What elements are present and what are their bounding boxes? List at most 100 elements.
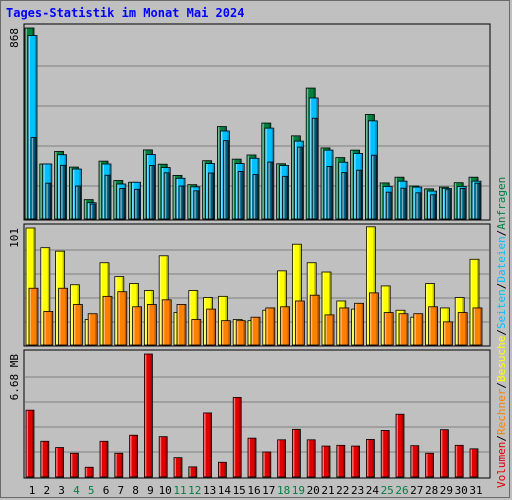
- legend-volumen: Volumen: [495, 442, 508, 488]
- volume-panel: [23, 349, 491, 479]
- bar-volumen-day-21: [321, 445, 331, 478]
- bar-volumen-day-29: [439, 429, 449, 478]
- bar-seiten-day-18: [282, 175, 289, 220]
- bar-volumen-day-18: [277, 439, 287, 478]
- bar-rechner-day-12: [191, 319, 202, 346]
- bar-seiten-day-29: [444, 189, 451, 220]
- bar-seiten-day-20: [311, 117, 318, 220]
- day-label-31: 31: [469, 484, 482, 497]
- bar-volumen-day-27: [410, 445, 420, 478]
- day-label-30: 30: [455, 484, 468, 497]
- bar-rechner-day-15: [235, 320, 246, 346]
- day-label-25: 25: [381, 484, 394, 497]
- bar-seiten-day-30: [459, 188, 466, 220]
- bar-volumen-day-22: [336, 444, 346, 478]
- legend-separator: /: [495, 382, 508, 389]
- bar-rechner-day-10: [161, 299, 172, 346]
- bar-volumen-day-25: [380, 430, 390, 478]
- bar-rechner-day-8: [132, 306, 143, 346]
- bar-seiten-day-12: [193, 190, 200, 220]
- legend-seiten: Seiten: [495, 289, 508, 329]
- bar-seiten-day-25: [385, 191, 392, 220]
- legend-separator: /: [495, 230, 508, 237]
- bar-volumen-day-26: [395, 413, 405, 478]
- day-label-27: 27: [410, 484, 423, 497]
- y-max-label-volume: 6.68 MB: [8, 354, 21, 401]
- bar-rechner-day-16: [250, 316, 261, 346]
- bar-rechner-day-18: [280, 306, 291, 346]
- bar-rechner-day-3: [58, 287, 68, 346]
- bar-seiten-day-13: [208, 172, 215, 220]
- day-label-22: 22: [336, 484, 349, 497]
- bar-rechner-day-29: [442, 321, 453, 346]
- day-label-11: 11: [173, 484, 186, 497]
- bar-volumen-day-23: [351, 445, 361, 478]
- bar-seiten-day-24: [370, 154, 377, 220]
- bar-rechner-day-19: [294, 300, 305, 346]
- legend-dateien: Dateien: [495, 236, 508, 282]
- day-label-4: 4: [73, 484, 80, 497]
- day-label-24: 24: [366, 484, 380, 497]
- bar-volumen-day-11: [173, 457, 183, 478]
- bar-rechner-day-23: [354, 302, 365, 346]
- bar-seiten-day-22: [341, 172, 348, 220]
- day-label-9: 9: [147, 484, 154, 497]
- bar-seiten-day-28: [430, 194, 437, 220]
- bar-rechner-day-25: [383, 312, 394, 346]
- bar-rechner-day-17: [265, 307, 276, 346]
- day-label-12: 12: [188, 484, 201, 497]
- day-label-18: 18: [277, 484, 290, 497]
- legend-besuche: Besuche: [495, 336, 508, 382]
- day-label-8: 8: [132, 484, 139, 497]
- bar-rechner-day-21: [324, 314, 335, 346]
- bar-seiten-day-26: [400, 187, 407, 220]
- bar-volumen-day-1: [25, 409, 35, 478]
- day-label-17: 17: [262, 484, 275, 497]
- bar-seiten-day-21: [326, 166, 333, 220]
- bar-rechner-day-24: [368, 292, 379, 346]
- day-label-5: 5: [88, 484, 95, 497]
- bar-rechner-day-28: [428, 306, 439, 346]
- bar-seiten-day-3: [60, 164, 66, 220]
- bar-seiten-day-5: [89, 203, 96, 220]
- bar-seiten-day-11: [178, 185, 185, 220]
- day-label-7: 7: [117, 484, 124, 497]
- bar-volumen-day-14: [217, 461, 227, 478]
- bar-volumen-day-16: [247, 437, 257, 478]
- bar-volumen-day-31: [469, 448, 479, 478]
- bar-volumen-day-4: [70, 452, 79, 478]
- y-max-label-visits: 101: [8, 228, 21, 248]
- bar-seiten-day-31: [474, 182, 481, 220]
- day-label-14: 14: [218, 484, 232, 497]
- bar-volumen-day-12: [188, 466, 198, 478]
- bar-rechner-day-7: [117, 291, 128, 346]
- bar-volumen-day-13: [203, 412, 213, 478]
- bar-seiten-day-9: [148, 165, 155, 220]
- bar-rechner-day-22: [339, 307, 350, 346]
- bar-volumen-day-5: [84, 466, 94, 478]
- bar-rechner-day-6: [102, 295, 113, 346]
- bar-seiten-day-15: [237, 171, 244, 220]
- bar-rechner-day-26: [398, 313, 409, 346]
- y-max-label-requests: 868: [8, 28, 21, 48]
- bar-rechner-day-14: [220, 320, 231, 346]
- bar-volumen-day-7: [114, 452, 124, 478]
- bar-seiten-day-27: [415, 192, 422, 220]
- day-label-26: 26: [395, 484, 408, 497]
- day-label-3: 3: [58, 484, 65, 497]
- bar-rechner-day-30: [457, 312, 468, 346]
- bar-volumen-day-15: [232, 397, 242, 478]
- legend-separator: /: [495, 435, 508, 442]
- bar-volumen-day-30: [454, 444, 464, 478]
- legend-anfragen: Anfragen: [495, 177, 508, 230]
- day-label-23: 23: [351, 484, 364, 497]
- bar-seiten-day-10: [163, 172, 170, 220]
- bar-volumen-day-2: [40, 440, 50, 478]
- day-label-20: 20: [307, 484, 320, 497]
- day-label-16: 16: [247, 484, 260, 497]
- bar-seiten-day-4: [75, 185, 81, 220]
- bar-seiten-day-23: [356, 169, 363, 220]
- day-label-10: 10: [159, 484, 172, 497]
- chart-title: Tages-Statistik im Monat Mai 2024: [6, 6, 245, 20]
